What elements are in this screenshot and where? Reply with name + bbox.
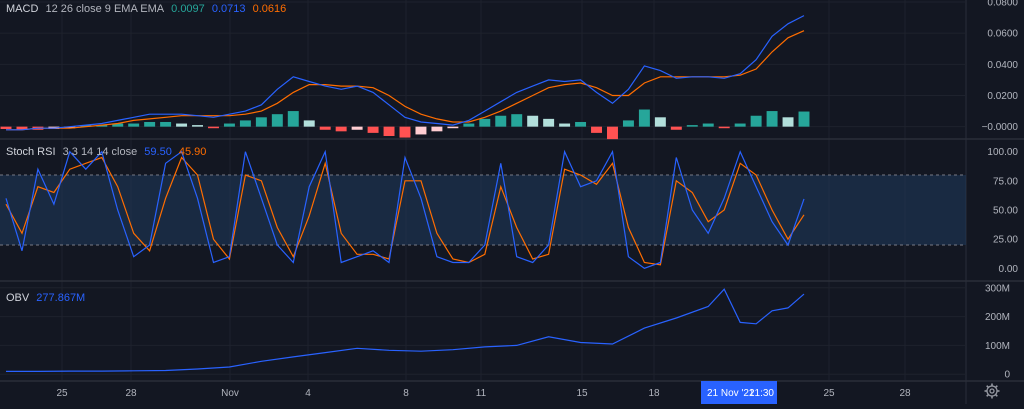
macd-histogram-bar (112, 123, 124, 127)
macd-histogram-bar (415, 126, 427, 135)
obv-axis-tick: 300M (985, 283, 1010, 294)
macd-legend-params: 12 26 close 9 EMA EMA (45, 3, 165, 15)
stoch-rsi-legend-params: 3 3 14 14 close (62, 146, 138, 158)
stoch-rsi-axis-tick: 50.00 (993, 206, 1018, 217)
crosshair-time-label-bg (701, 381, 777, 404)
macd-histogram-bar (447, 126, 459, 129)
macd-axis-tick: 0.0200 (987, 91, 1018, 102)
time-axis-label: 4 (305, 388, 311, 399)
macd-axis-tick: 0.0600 (987, 29, 1018, 40)
macd-histogram-bar (782, 117, 794, 127)
macd-histogram-bar (383, 126, 395, 136)
macd-histogram-bar (208, 126, 219, 129)
macd-histogram-bar (479, 118, 491, 127)
macd-histogram-bar (80, 125, 92, 127)
macd-histogram-bar (192, 125, 203, 127)
macd-histogram-bar (287, 111, 299, 127)
obv-axis-tick: 100M (985, 341, 1010, 352)
stoch-rsi-band (0, 175, 966, 245)
obv-legend[interactable]: OBV 277.867M (6, 292, 89, 304)
macd-legend[interactable]: MACD 12 26 close 9 EMA EMA 0.0097 0.0713… (6, 3, 290, 15)
macd-histogram-bar (686, 125, 698, 127)
macd-histogram-bar (638, 109, 650, 127)
crosshair-time-label: 21:30 (749, 388, 774, 399)
macd-histogram-bar (718, 126, 730, 129)
time-axis-label: 18 (648, 388, 660, 399)
macd-histogram-bar (511, 114, 523, 127)
stoch-rsi-axis-tick: 25.00 (993, 235, 1018, 246)
time-axis-label: Nov (221, 388, 239, 399)
macd-histogram-bar (0, 126, 12, 129)
stoch-rsi-legend-k-value: 59.50 (144, 146, 172, 158)
stoch-rsi-axis-tick: 0.00 (999, 264, 1019, 275)
macd-histogram-bar (654, 117, 666, 127)
macd-histogram-bar (543, 118, 555, 127)
macd-axis-tick: 0.0400 (987, 60, 1018, 71)
macd-histogram-bar (160, 121, 172, 127)
obv-legend-value: 277.867M (36, 292, 86, 304)
macd-histogram-bar (575, 121, 587, 127)
time-axis-label: 28 (125, 388, 137, 399)
macd-line (6, 15, 805, 131)
macd-histogram-bar (463, 123, 475, 127)
macd-histogram-bar (319, 126, 331, 130)
macd-histogram-bar (670, 126, 682, 130)
macd-axis-tick: 0.0800 (987, 0, 1018, 9)
stoch-rsi-legend-d-value: 45.90 (178, 146, 207, 158)
macd-histogram-bar (702, 123, 714, 127)
time-axis-label: 11 (476, 388, 487, 399)
macd-histogram-bar (335, 126, 347, 132)
macd-histogram-bar (431, 126, 443, 132)
macd-histogram-bar (96, 125, 108, 127)
time-axis-label: 28 (899, 388, 911, 399)
obv-line (6, 288, 805, 372)
stoch-rsi-legend-title: Stoch RSI (6, 146, 56, 158)
crosshair-date-label: 21 Nov '21 (707, 388, 755, 399)
macd-histogram-bar (144, 121, 156, 127)
stoch-rsi-axis-tick: 75.00 (993, 176, 1018, 187)
macd-histogram-bar (766, 111, 778, 127)
obv-axis-tick: 200M (985, 312, 1010, 323)
macd-histogram-bar (239, 120, 251, 127)
macd-histogram-bar (750, 115, 762, 127)
macd-histogram-bar (527, 115, 539, 127)
macd-histogram-bar (734, 123, 746, 127)
time-axis-label: 15 (576, 388, 588, 399)
time-axis-label: 25 (823, 388, 835, 399)
macd-histogram-bar (607, 126, 618, 140)
macd-histogram-bar (367, 126, 379, 133)
macd-legend-histogram-value: 0.0097 (171, 3, 205, 15)
settings-gear-icon[interactable] (984, 383, 1000, 399)
macd-histogram-bar (223, 123, 235, 127)
macd-histogram-bar (64, 126, 76, 129)
macd-legend-macd-value: 0.0713 (211, 3, 246, 15)
macd-histogram-bar (559, 123, 571, 127)
stoch-rsi-d-line (5, 156, 805, 266)
obv-axis-tick: 0 (1004, 370, 1010, 381)
obv-legend-title: OBV (6, 292, 30, 304)
macd-histogram-bar (271, 114, 283, 127)
macd-histogram-bar (399, 126, 411, 138)
macd-histogram-bar (176, 123, 188, 127)
macd-legend-signal-value: 0.0616 (252, 3, 287, 15)
macd-legend-title: MACD (6, 3, 39, 15)
macd-histogram-bar (495, 115, 507, 127)
macd-signal-line (6, 30, 805, 131)
stoch-rsi-axis-tick: 100.00 (987, 147, 1018, 158)
time-axis-label: 25 (56, 388, 68, 399)
macd-histogram-bar (798, 111, 810, 127)
macd-histogram-bar (16, 126, 28, 130)
stoch-rsi-legend[interactable]: Stoch RSI 3 3 14 14 close 59.50 45.90 (6, 146, 210, 158)
macd-histogram-bar (622, 120, 634, 127)
stoch-rsi-k-line (5, 149, 805, 269)
macd-histogram-bar (591, 126, 602, 133)
macd-histogram-bar (303, 120, 315, 127)
macd-histogram-bar (128, 123, 140, 127)
time-axis-label: 8 (403, 388, 409, 399)
macd-histogram-bar (255, 117, 267, 127)
macd-axis-tick: −0.0000 (982, 122, 1019, 133)
macd-histogram-bar (351, 126, 363, 130)
